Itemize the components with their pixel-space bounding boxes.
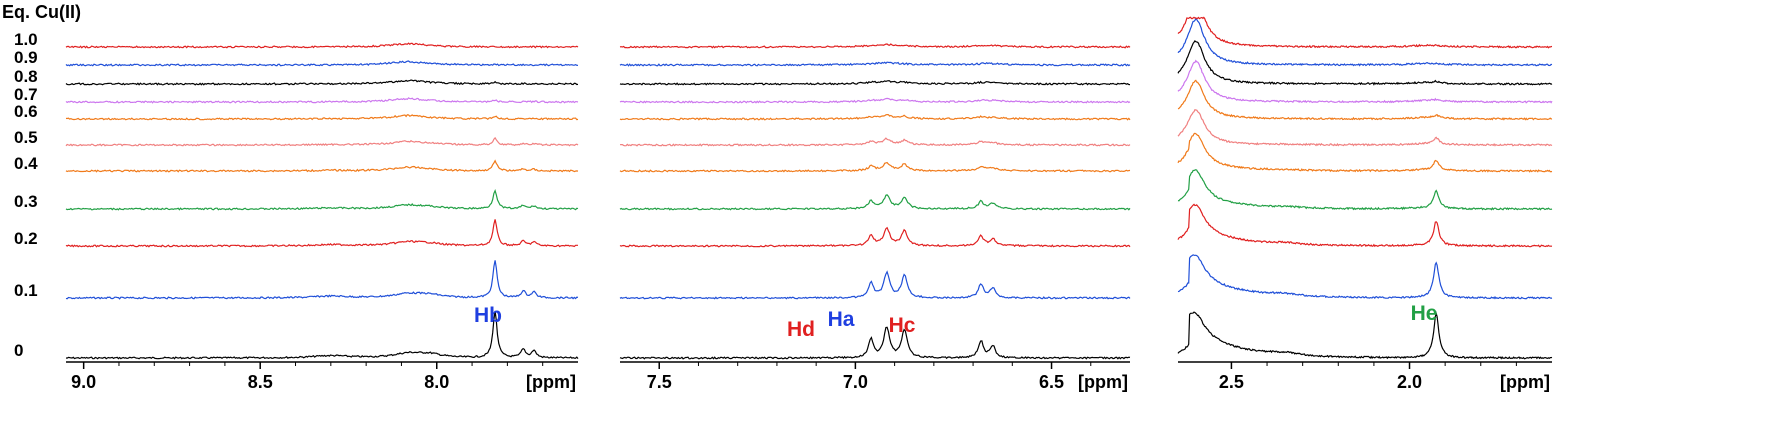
series-label-0-8: 0.8: [14, 67, 38, 86]
panel-aromatic-left-unit-label: [ppm]: [526, 372, 576, 392]
chart-title: Eq. Cu(II): [2, 2, 81, 22]
trace-panel-aromatic-left-0-9: [65, 60, 579, 67]
panel-aromatic-left-tick-label: 8.0: [424, 372, 449, 392]
trace-panel-aliphatic-0: [1177, 311, 1553, 360]
trace-panel-aromatic-left-0-8: [65, 79, 579, 86]
trace-panel-aromatic-left-1-0: [65, 42, 579, 49]
trace-panel-aromatic-right-0-6: [619, 113, 1131, 121]
trace-panel-aliphatic-1-0: [1177, 16, 1553, 49]
trace-panel-aliphatic-0-7: [1177, 59, 1553, 104]
trace-panel-aromatic-left-0-1: [65, 260, 579, 300]
panel-aliphatic-tick-label: 2.0: [1397, 372, 1422, 392]
peak-label-hd: Hd: [787, 318, 815, 341]
trace-panel-aromatic-right-0-5: [619, 137, 1131, 147]
trace-panel-aromatic-left-0-3: [65, 188, 579, 211]
trace-panel-aromatic-left-0-6: [65, 114, 579, 121]
trace-panel-aromatic-right-1-0: [619, 43, 1131, 49]
trace-panel-aromatic-left-0-4: [65, 159, 579, 173]
panel-aliphatic-tick-label: 2.5: [1219, 372, 1244, 392]
traces: [65, 16, 1553, 360]
panel-aromatic-right-tick-label: 6.5: [1039, 372, 1064, 392]
trace-panel-aliphatic-0-6: [1177, 79, 1553, 121]
peak-label-hc: Hc: [889, 314, 916, 337]
trace-panel-aromatic-left-0-7: [65, 97, 579, 104]
peak-label-hb: Hb: [474, 304, 502, 327]
series-label-0-1: 0.1: [14, 281, 38, 300]
panel-aromatic-left-tick-label: 9.0: [71, 372, 96, 392]
peak-label-he: He: [1411, 302, 1438, 325]
trace-panel-aliphatic-0-3: [1177, 169, 1553, 211]
series-label-0-9: 0.9: [14, 48, 38, 67]
series-label-0-2: 0.2: [14, 229, 38, 248]
trace-panel-aliphatic-0-5: [1177, 108, 1553, 147]
trace-panel-aliphatic-0-2: [1177, 203, 1553, 248]
series-labels: 0 0.1 0.2 0.3 0.4 0.5 0.60.70.80.91.0: [14, 30, 38, 360]
trace-panel-aromatic-right-0-2: [619, 226, 1131, 248]
trace-panel-aromatic-right-0-1: [619, 270, 1131, 300]
trace-panel-aromatic-right-0: [619, 326, 1131, 360]
series-label-0-3: 0.3: [14, 192, 38, 211]
series-label-0-7: 0.7: [14, 85, 38, 104]
series-label-1-0: 1.0: [14, 30, 38, 49]
series-label-0-5: 0.5: [14, 128, 38, 147]
panel-aliphatic-unit-label: [ppm]: [1500, 372, 1550, 392]
panel-aromatic-right-tick-label: 7.0: [843, 372, 868, 392]
trace-panel-aromatic-right-0-7: [619, 97, 1131, 104]
peak-label-ha: Ha: [828, 308, 855, 331]
trace-panel-aliphatic-0-8: [1177, 39, 1553, 86]
trace-panel-aromatic-right-0-4: [619, 161, 1131, 173]
panel-aromatic-right-tick-label: 7.5: [647, 372, 672, 392]
axes: 9.0 8.5 8.0 [ppm] 7.5 7.0 6.5 [ppm] 2.5 2.0 [ppm]: [66, 361, 1552, 392]
trace-panel-aromatic-left-0: [65, 310, 579, 360]
peak-labels: Hb Hd Ha Hc He: [474, 302, 1437, 341]
trace-panel-aromatic-right-0-3: [619, 194, 1131, 211]
series-label-0: 0: [14, 341, 23, 360]
trace-panel-aliphatic-0-1: [1177, 254, 1553, 300]
trace-panel-aromatic-left-0-2: [65, 219, 578, 248]
trace-panel-aliphatic-0-4: [1177, 132, 1553, 173]
trace-panel-aromatic-left-0-5: [65, 136, 579, 147]
trace-panel-aromatic-right-0-8: [619, 80, 1131, 86]
series-label-0-6: 0.6: [14, 102, 38, 121]
trace-panel-aliphatic-0-9: [1177, 18, 1553, 67]
trace-panel-aromatic-right-0-9: [619, 61, 1131, 67]
panel-aromatic-left-tick-label: 8.5: [248, 372, 273, 392]
series-label-0-4: 0.4: [14, 154, 38, 173]
panel-aromatic-right-unit-label: [ppm]: [1078, 372, 1128, 392]
